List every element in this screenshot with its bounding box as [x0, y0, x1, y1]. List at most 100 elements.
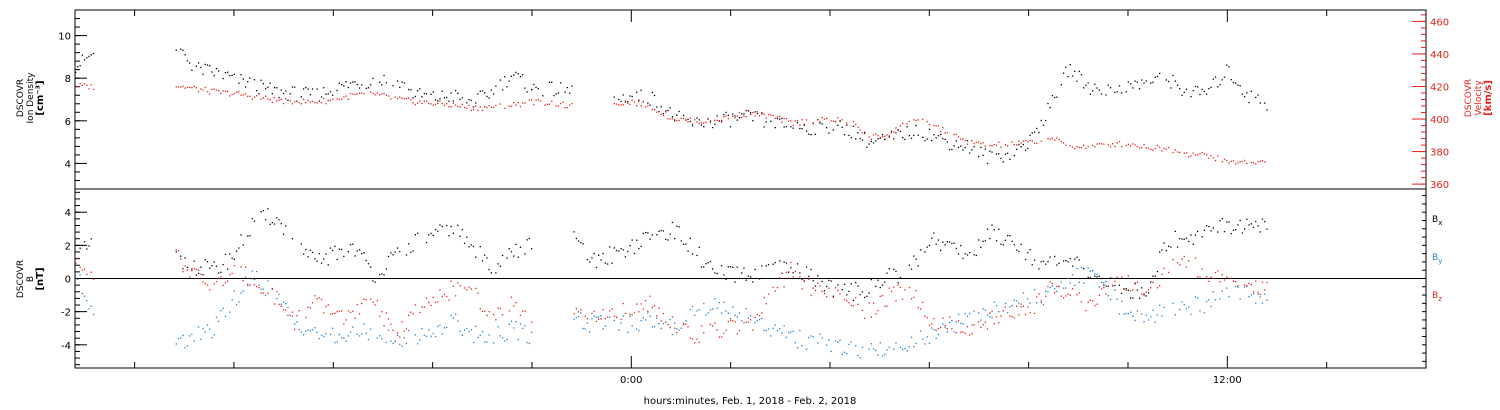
bx-point — [998, 228, 1000, 230]
by-point — [989, 316, 991, 318]
velocity-point — [539, 100, 542, 102]
by-point — [414, 334, 416, 336]
by-point — [812, 336, 814, 338]
bz-point — [609, 310, 611, 312]
bz-point — [1004, 306, 1007, 308]
bz-point — [1056, 285, 1058, 288]
by-point — [1152, 309, 1154, 311]
bz-point — [774, 290, 776, 292]
density-point — [1013, 154, 1015, 157]
by-point — [698, 309, 700, 311]
velocity-point — [875, 133, 877, 135]
velocity-point — [1237, 161, 1239, 164]
bx-point — [285, 225, 287, 227]
bx-point — [960, 245, 962, 247]
bz-point — [249, 284, 251, 286]
by-point — [376, 337, 378, 339]
bz-point — [685, 323, 687, 325]
density-point — [986, 162, 989, 165]
velocity-point — [792, 124, 794, 126]
bx-point — [577, 240, 580, 242]
bz-point — [714, 322, 716, 324]
by-point — [1150, 316, 1152, 318]
density-point — [564, 91, 566, 93]
by-point — [329, 333, 332, 336]
by-point — [1235, 285, 1237, 288]
bx-point — [805, 266, 808, 268]
velocity-point — [182, 85, 184, 87]
bx-point — [700, 266, 703, 268]
density-point — [555, 93, 557, 95]
bx-point — [499, 265, 501, 267]
bz-point — [763, 296, 765, 299]
velocity-point — [1047, 138, 1049, 140]
density-point — [195, 65, 197, 67]
velocity-point — [962, 138, 964, 140]
bx-point — [1098, 275, 1100, 277]
by-point — [703, 302, 705, 305]
density-point — [783, 126, 785, 128]
bx-point — [821, 280, 823, 283]
bx-point — [405, 254, 408, 256]
bz-point — [493, 314, 495, 316]
b-tick-label: -2 — [61, 308, 71, 319]
velocity-point — [343, 96, 345, 98]
density-point — [678, 110, 680, 113]
density-point — [870, 140, 872, 142]
by-point — [743, 322, 745, 324]
by-point — [1103, 281, 1105, 284]
bz-point — [615, 316, 618, 319]
bx-point — [1206, 225, 1208, 227]
by-point — [761, 317, 763, 320]
velocity-point — [180, 86, 182, 88]
by-point — [1174, 314, 1176, 316]
density-point — [231, 74, 233, 77]
bz-point — [935, 329, 937, 332]
velocity-point — [280, 98, 282, 101]
by-point — [477, 336, 479, 339]
bz-point — [864, 317, 866, 319]
bz-point — [271, 288, 273, 290]
density-point — [763, 126, 765, 128]
bz-point — [761, 312, 763, 314]
bz-point — [750, 319, 752, 321]
density-point — [1206, 93, 1208, 95]
velocity-point — [448, 105, 450, 108]
density-point — [948, 149, 951, 151]
bx-point — [385, 268, 387, 270]
bx-point — [940, 249, 942, 251]
velocity-point — [1244, 159, 1246, 162]
bz-point — [499, 307, 501, 310]
bx-point — [1118, 284, 1121, 286]
velocity-point — [481, 109, 484, 111]
velocity-point — [206, 91, 209, 93]
velocity-point — [1161, 150, 1163, 152]
legend-label-main: B — [1432, 215, 1438, 225]
bz-point — [448, 299, 450, 301]
y-axis-label: DSCOVR Ion Density [cm⁻³] — [16, 72, 46, 124]
density-point — [1109, 87, 1112, 89]
bx-point — [195, 274, 197, 276]
bx-point — [1132, 297, 1134, 299]
bz-point — [287, 314, 289, 317]
by-point — [750, 315, 752, 317]
velocity-point — [1000, 146, 1002, 148]
density-point — [300, 96, 302, 98]
bz-point — [1002, 310, 1004, 312]
by-point — [732, 306, 734, 308]
velocity-point — [341, 98, 343, 100]
density-point — [910, 137, 913, 139]
by-point — [591, 318, 593, 320]
velocity-point — [906, 123, 908, 125]
bz-point — [951, 328, 953, 330]
bz-point — [215, 281, 218, 283]
velocity-point — [915, 119, 917, 122]
bz-point — [421, 306, 423, 308]
bx-point — [1045, 263, 1047, 265]
bx-point — [734, 281, 736, 283]
by-point — [1007, 311, 1009, 314]
by-point — [955, 321, 957, 323]
density-point — [1199, 93, 1201, 96]
bz-point — [839, 293, 841, 295]
by-point — [403, 337, 405, 339]
